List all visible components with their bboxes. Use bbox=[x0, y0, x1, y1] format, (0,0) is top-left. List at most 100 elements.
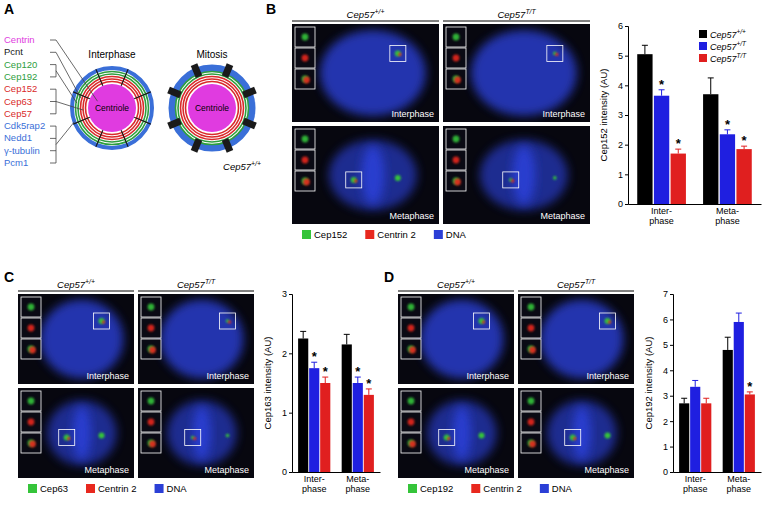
tick-label: Inter-phase bbox=[649, 206, 674, 226]
tick-label-line: Inter- bbox=[651, 206, 672, 216]
inset-signal bbox=[148, 325, 155, 332]
channel-swatch bbox=[302, 230, 311, 239]
phase-label: Metaphase bbox=[84, 465, 129, 475]
ring bbox=[176, 72, 249, 145]
roi-box bbox=[439, 430, 455, 446]
connector bbox=[50, 113, 56, 114]
phase-label: Interphase bbox=[466, 371, 509, 381]
signal bbox=[228, 320, 231, 323]
center-label: Centriole bbox=[95, 103, 129, 113]
diagram-label: γ-tubulin bbox=[4, 145, 40, 156]
image-bg bbox=[292, 24, 439, 122]
inset bbox=[21, 412, 41, 432]
tick: 5 bbox=[663, 340, 673, 350]
ring bbox=[83, 79, 141, 137]
tick-label-line: Meta- bbox=[346, 474, 369, 484]
tick-label-line: phase bbox=[727, 484, 752, 494]
inset-signal bbox=[408, 304, 415, 311]
inset bbox=[446, 27, 466, 47]
nucleus bbox=[167, 401, 237, 466]
tick: 4 bbox=[618, 81, 628, 91]
inset bbox=[446, 150, 466, 170]
signal bbox=[605, 433, 611, 439]
connector bbox=[50, 76, 56, 77]
connector bbox=[50, 138, 56, 139]
inset bbox=[446, 129, 466, 149]
roi-box bbox=[503, 172, 519, 188]
genotype-header: Cep57+/+ bbox=[347, 8, 385, 20]
roi-box bbox=[59, 430, 75, 446]
tick-mark bbox=[670, 294, 673, 295]
nucleus bbox=[160, 299, 244, 378]
genotype-sup: +/+ bbox=[85, 278, 95, 285]
tick-mark bbox=[670, 421, 673, 422]
header-rule bbox=[292, 21, 439, 22]
error-bar bbox=[642, 45, 648, 54]
signal bbox=[555, 53, 558, 56]
image-bg bbox=[292, 126, 439, 224]
inset bbox=[295, 48, 315, 68]
tick-mark bbox=[670, 345, 673, 346]
connector bbox=[50, 101, 56, 102]
axis-title: Cep152 intensity (AU) bbox=[598, 69, 609, 162]
inset-signal bbox=[409, 441, 416, 448]
signal bbox=[395, 50, 401, 56]
ring bbox=[178, 74, 246, 142]
bar bbox=[342, 344, 352, 472]
tick-mark bbox=[670, 447, 673, 448]
tick-mark bbox=[625, 145, 628, 146]
connector bbox=[56, 122, 74, 145]
panel-letter: C bbox=[4, 269, 14, 285]
roi-box bbox=[474, 313, 490, 329]
nucleus bbox=[547, 401, 617, 466]
tick-label: 2 bbox=[663, 417, 668, 427]
signal bbox=[447, 437, 450, 440]
spoke bbox=[96, 69, 103, 86]
chromosome-plate bbox=[73, 406, 92, 460]
bar bbox=[720, 134, 735, 204]
annotation: * bbox=[747, 379, 753, 394]
inset-signal bbox=[408, 325, 415, 332]
phase-label: Interphase bbox=[391, 109, 434, 119]
connector bbox=[56, 102, 83, 111]
signal bbox=[193, 437, 196, 440]
micrograph bbox=[18, 388, 134, 478]
tick-mark bbox=[670, 319, 673, 320]
diagram-label: Cep63 bbox=[4, 96, 32, 107]
spoke bbox=[121, 130, 128, 147]
tick-label: 7 bbox=[663, 289, 668, 299]
tick-mark bbox=[289, 294, 292, 295]
image-bg bbox=[398, 294, 514, 384]
ring bbox=[78, 74, 146, 142]
genotype-base: Cep57 bbox=[437, 279, 466, 290]
inset bbox=[141, 339, 161, 359]
tick-label: 0 bbox=[282, 467, 287, 477]
inset-signal bbox=[148, 304, 155, 311]
signal bbox=[99, 433, 105, 439]
ring bbox=[172, 68, 252, 148]
image-bg bbox=[138, 294, 254, 384]
inset bbox=[295, 27, 315, 47]
bar bbox=[723, 350, 733, 472]
channel-swatch bbox=[434, 230, 443, 239]
signal bbox=[99, 318, 105, 324]
connector bbox=[50, 150, 56, 151]
chromosome-plate bbox=[512, 146, 536, 205]
inset-signal bbox=[148, 419, 155, 426]
diagram-label: Cep192 bbox=[4, 71, 37, 82]
inset-signal bbox=[302, 34, 309, 41]
inset-signal bbox=[149, 441, 156, 448]
nucleus bbox=[540, 299, 624, 378]
roi-box bbox=[565, 430, 581, 446]
ring bbox=[81, 77, 144, 140]
micrograph bbox=[518, 294, 634, 384]
inset-signal bbox=[453, 55, 460, 62]
micrograph bbox=[138, 294, 254, 384]
image-bg bbox=[18, 388, 134, 478]
axis-title: Cep192 intensity (AU) bbox=[643, 337, 654, 430]
tick-label: Meta-phase bbox=[715, 206, 740, 226]
micrograph bbox=[18, 294, 134, 384]
roi-box bbox=[390, 45, 406, 61]
center-label: Centriole bbox=[195, 103, 229, 113]
inset-signal bbox=[529, 441, 536, 448]
